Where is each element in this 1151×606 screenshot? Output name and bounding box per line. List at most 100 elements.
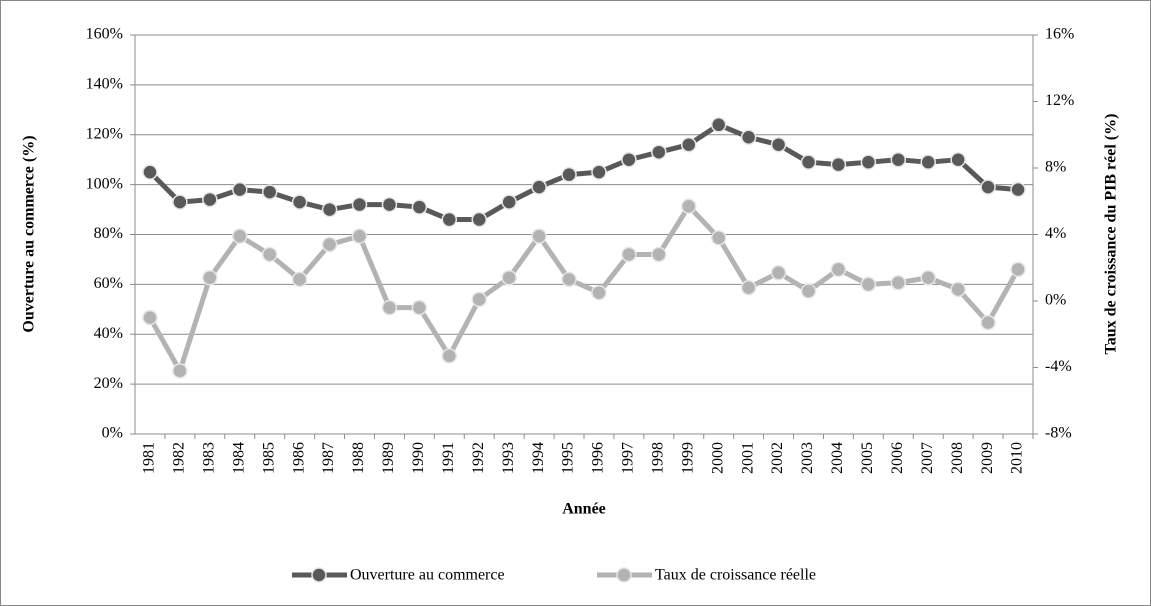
x-tick-label: 1990 [410,442,427,474]
marker [351,228,368,244]
y2-axis-title: Taux de croissance du PIB réel (%) [1103,114,1120,355]
marker [770,136,787,153]
marker [501,269,517,286]
y-tick-label: 160% [86,26,123,43]
marker [621,246,637,263]
y2-tick-label: 4% [1045,225,1066,242]
marker [740,279,757,296]
marker [261,246,278,263]
x-tick-label: 1985 [260,442,277,474]
x-tick-label: 1986 [290,442,307,474]
marker [950,151,966,168]
marker [202,269,218,286]
x-tick-label: 1989 [380,442,397,474]
x-tick-label: 1984 [230,442,247,474]
x-tick-label: 2007 [919,442,936,474]
marker [890,151,907,168]
y-axis-title: Ouverture au commerce (%) [21,135,38,332]
y-tick-label: 60% [94,275,123,292]
x-tick-label: 1998 [650,442,667,474]
x-tick-label: 2009 [979,442,996,474]
marker [142,164,158,180]
y-tick-label: 40% [94,325,123,342]
y-tick-label: 100% [86,175,123,192]
marker [800,154,817,170]
marker [950,281,966,298]
x-tick-label: 2003 [799,442,816,474]
x-tick-label: 1999 [679,442,696,474]
y-tick-label: 120% [86,125,123,142]
x-tick-label: 1983 [201,442,218,474]
marker [291,271,308,288]
legend-marker [616,567,632,583]
y2-tick-label: 0% [1045,292,1066,309]
marker [980,314,996,331]
marker [860,154,877,170]
marker [321,236,338,253]
marker [710,230,727,246]
y2-tick-label: -8% [1045,425,1072,442]
marker [261,184,278,200]
x-tick-label: 1992 [470,442,487,474]
marker [920,269,936,286]
marker [651,246,667,263]
marker [142,309,158,326]
x-tick-label: 2002 [769,442,786,474]
marker [441,348,458,364]
x-tick-label: 1981 [141,442,158,474]
marker [381,299,398,316]
marker [232,228,248,244]
marker [411,199,428,215]
x-tick-label: 1995 [560,442,577,474]
marker [591,284,607,301]
marker [890,274,907,291]
marker [531,228,547,244]
legend-label: Taux de croissance réelle [655,567,816,584]
marker [1010,181,1026,198]
marker [172,194,188,210]
y-tick-label: 80% [94,225,123,242]
y-tick-label: 140% [86,76,123,93]
x-tick-label: 1994 [530,442,547,474]
marker [681,198,697,214]
x-tick-label: 2004 [829,442,846,474]
marker [501,194,517,210]
x-tick-label: 1996 [590,442,607,474]
marker [381,196,398,213]
x-tick-label: 2001 [739,442,756,474]
marker [471,211,487,228]
marker [710,117,727,133]
marker [621,151,637,168]
y-tick-label: 20% [94,375,123,392]
marker [770,264,787,281]
x-tick-label: 1987 [320,442,337,474]
y-tick-label: 0% [102,425,123,442]
marker [351,196,368,213]
marker [561,271,577,288]
marker [232,181,248,198]
x-tick-label: 1982 [171,442,188,474]
x-tick-label: 1988 [350,442,367,474]
marker [591,164,607,180]
marker [740,129,757,145]
marker [441,211,458,228]
marker [800,283,817,299]
x-axis-title: Année [562,501,606,518]
marker [202,191,218,208]
marker [321,201,338,218]
x-tick-label: 1997 [620,442,637,474]
marker [561,166,577,183]
legend-marker [311,567,327,583]
marker [980,179,996,195]
x-tick-label: 2000 [709,442,726,474]
marker [531,179,547,195]
x-tick-label: 2005 [859,442,876,474]
marker [920,154,936,170]
x-tick-label: 1991 [440,442,457,474]
x-tick-label: 2010 [1009,442,1026,474]
y2-tick-label: 16% [1045,26,1074,43]
marker [1010,261,1026,278]
marker [830,261,847,278]
